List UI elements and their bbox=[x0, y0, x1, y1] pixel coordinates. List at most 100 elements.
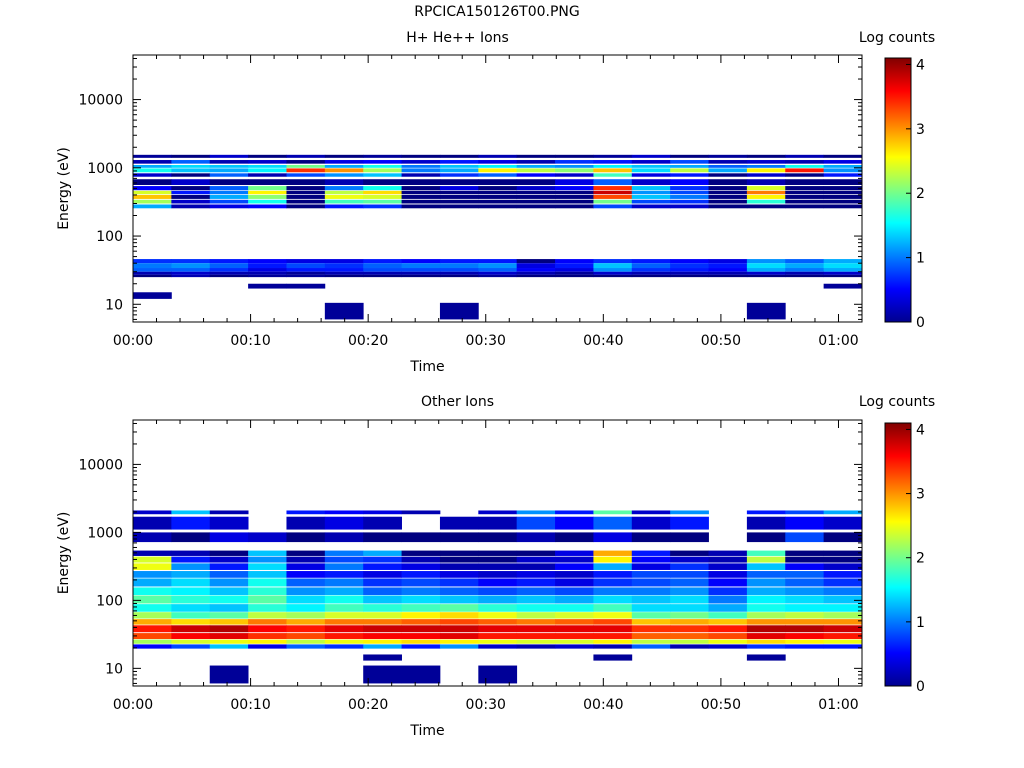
heatmap-cell bbox=[171, 510, 211, 515]
heatmap-cell bbox=[209, 204, 249, 209]
heatmap-cell bbox=[555, 154, 594, 158]
heatmap-cell bbox=[478, 168, 518, 173]
x-tick-label: 00:00 bbox=[113, 333, 153, 349]
heatmap-cell bbox=[171, 154, 211, 158]
heatmap-cell bbox=[209, 587, 249, 595]
heatmap-cell bbox=[823, 173, 863, 177]
heatmap-cell bbox=[823, 263, 863, 269]
heatmap-cells bbox=[133, 510, 863, 684]
heatmap-cell bbox=[439, 259, 479, 264]
heatmap-cell bbox=[133, 160, 172, 164]
heatmap-cell bbox=[746, 510, 786, 515]
heatmap-cell bbox=[171, 563, 211, 570]
heatmap-cell bbox=[133, 532, 172, 543]
heatmap-cell bbox=[785, 194, 825, 199]
y-axis-label: Energy (eV) bbox=[56, 512, 72, 595]
heatmap-cell bbox=[785, 563, 825, 570]
heatmap-cell bbox=[708, 204, 748, 209]
heatmap-cell bbox=[785, 578, 825, 587]
heatmap-cell bbox=[133, 292, 172, 299]
heatmap-cell bbox=[324, 199, 364, 204]
heatmap-cell bbox=[209, 639, 249, 644]
heatmap-cell bbox=[631, 186, 671, 191]
heatmap-cell bbox=[593, 556, 633, 563]
heatmap-cell bbox=[823, 595, 863, 604]
heatmap-cell bbox=[209, 510, 249, 515]
colorbar-tick-label: 0 bbox=[916, 315, 925, 331]
heatmap-cell bbox=[670, 644, 709, 649]
heatmap-cell bbox=[593, 259, 633, 264]
heatmap-cell bbox=[286, 587, 326, 595]
heatmap-cell bbox=[708, 190, 748, 195]
y-tick-label: 1000 bbox=[87, 161, 123, 177]
x-tick-label: 00:00 bbox=[113, 697, 153, 713]
heatmap-cell bbox=[439, 168, 479, 173]
heatmap-cell bbox=[593, 263, 633, 269]
heatmap-cell bbox=[823, 199, 863, 204]
heatmap-cell bbox=[171, 587, 211, 595]
heatmap-cell bbox=[286, 186, 326, 191]
heatmap-cell bbox=[209, 563, 249, 570]
heatmap-cell bbox=[555, 633, 594, 640]
heatmap-cell bbox=[171, 179, 211, 185]
heatmap-cell bbox=[516, 168, 556, 173]
heatmap-cell bbox=[209, 271, 249, 275]
heatmap-cell bbox=[516, 633, 556, 640]
heatmap-cell bbox=[171, 571, 211, 578]
heatmap-cell bbox=[516, 204, 556, 209]
heatmap-cell bbox=[209, 194, 249, 199]
heatmap-cell bbox=[785, 179, 825, 185]
heatmap-cell bbox=[516, 271, 556, 275]
heatmap-cell bbox=[708, 550, 748, 556]
heatmap-cell bbox=[670, 578, 709, 587]
heatmap-cell bbox=[209, 173, 249, 177]
heatmap-cell bbox=[439, 164, 479, 168]
heatmap-cell bbox=[746, 164, 786, 168]
heatmap-cell bbox=[248, 179, 287, 185]
heatmap-cell bbox=[631, 578, 671, 587]
heatmap-cell bbox=[593, 164, 633, 168]
heatmap-cell bbox=[823, 639, 863, 644]
x-tick-label: 00:50 bbox=[701, 333, 741, 349]
heatmap-cell bbox=[785, 532, 825, 543]
heatmap-cell bbox=[516, 164, 556, 168]
heatmap-cell bbox=[746, 186, 786, 191]
heatmap-cell bbox=[593, 516, 633, 530]
heatmap-cell bbox=[785, 516, 825, 530]
panel-title: Other Ions bbox=[421, 394, 494, 410]
heatmap-cell bbox=[363, 516, 402, 530]
heatmap-cell bbox=[593, 595, 633, 604]
heatmap-cell bbox=[785, 595, 825, 604]
heatmap-cell bbox=[631, 604, 671, 612]
heatmap-cell bbox=[823, 160, 863, 164]
heatmap-cell bbox=[171, 271, 211, 275]
heatmap-cell bbox=[516, 199, 556, 204]
colorbar bbox=[884, 422, 912, 687]
heatmap-cell bbox=[324, 639, 364, 644]
heatmap-cell bbox=[631, 571, 671, 578]
heatmap-cell bbox=[631, 154, 671, 158]
heatmap-cell bbox=[286, 283, 326, 289]
heatmap-cell bbox=[670, 532, 709, 543]
heatmap-cell bbox=[133, 199, 172, 204]
x-tick-label: 01:00 bbox=[818, 697, 858, 713]
heatmap-cell bbox=[823, 619, 863, 625]
heatmap-cell bbox=[555, 639, 594, 644]
heatmap-cell bbox=[670, 263, 709, 269]
heatmap-cell bbox=[324, 173, 364, 177]
heatmap-cell bbox=[670, 556, 709, 563]
heatmap-cell bbox=[401, 665, 441, 684]
heatmap-cell bbox=[248, 263, 287, 269]
heatmap-cell bbox=[478, 179, 518, 185]
heatmap-cell bbox=[171, 263, 211, 269]
heatmap-cell bbox=[133, 194, 172, 199]
heatmap-cell bbox=[593, 274, 633, 278]
heatmap-cell bbox=[439, 550, 479, 556]
heatmap-cell bbox=[670, 639, 709, 644]
heatmap-cell bbox=[133, 274, 172, 278]
heatmap-cell bbox=[133, 550, 172, 556]
heatmap-cell bbox=[478, 510, 518, 515]
heatmap-cell bbox=[439, 595, 479, 604]
heatmap-cell bbox=[209, 259, 249, 264]
heatmap-cell bbox=[555, 532, 594, 543]
